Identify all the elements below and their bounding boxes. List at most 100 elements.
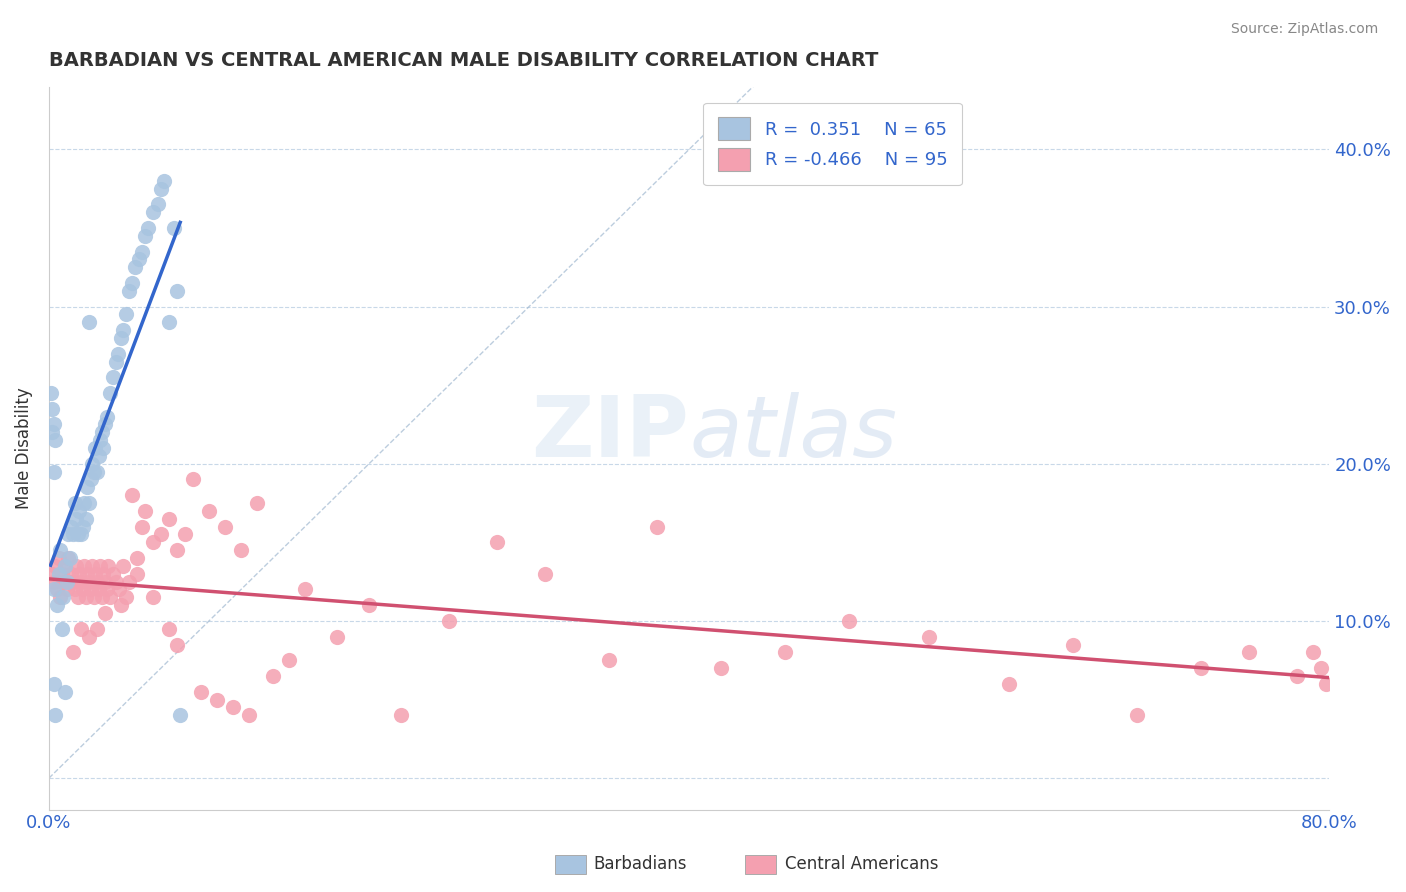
Point <box>107 347 129 361</box>
Point <box>1062 638 1084 652</box>
Point <box>86 622 108 636</box>
Point <box>246 496 269 510</box>
Point <box>142 205 165 219</box>
Point <box>86 465 108 479</box>
Point <box>94 574 117 589</box>
Point <box>90 425 112 440</box>
Point <box>166 284 188 298</box>
Point <box>146 197 169 211</box>
Point <box>89 558 111 573</box>
Point <box>53 558 76 573</box>
Point <box>63 496 86 510</box>
Point <box>278 653 301 667</box>
Point <box>75 512 97 526</box>
Point <box>1286 669 1309 683</box>
Point <box>131 519 153 533</box>
Point <box>65 558 87 573</box>
Text: atlas: atlas <box>689 392 897 475</box>
Point <box>998 677 1021 691</box>
Point <box>98 591 121 605</box>
Point <box>41 566 63 581</box>
Point <box>89 433 111 447</box>
Point <box>52 591 75 605</box>
Point <box>97 558 120 573</box>
Point <box>166 543 188 558</box>
Point <box>86 574 108 589</box>
Point <box>77 496 100 510</box>
Point <box>62 645 84 659</box>
Point <box>134 504 156 518</box>
Point <box>55 574 77 589</box>
Point <box>108 582 131 597</box>
Point <box>229 543 252 558</box>
Point <box>67 504 90 518</box>
Point <box>72 582 94 597</box>
Point <box>96 582 118 597</box>
Point <box>77 630 100 644</box>
Point <box>62 527 84 541</box>
Point <box>77 574 100 589</box>
Point <box>56 527 79 541</box>
Point <box>166 638 188 652</box>
Text: Central Americans: Central Americans <box>785 855 938 873</box>
Point <box>1126 708 1149 723</box>
Point <box>41 401 63 416</box>
Point <box>53 684 76 698</box>
Point <box>70 622 93 636</box>
Point <box>77 315 100 329</box>
Y-axis label: Male Disability: Male Disability <box>15 387 32 509</box>
Point <box>121 276 143 290</box>
Point <box>121 488 143 502</box>
Text: ZIP: ZIP <box>531 392 689 475</box>
Point <box>65 512 87 526</box>
Point <box>59 574 82 589</box>
Point <box>918 630 941 644</box>
Point <box>83 465 105 479</box>
Point <box>238 708 260 723</box>
Legend: R =  0.351    N = 65, R = -0.466    N = 95: R = 0.351 N = 65, R = -0.466 N = 95 <box>703 103 962 186</box>
Point <box>70 527 93 541</box>
Point <box>42 677 65 691</box>
Point <box>73 558 96 573</box>
Point <box>190 684 212 698</box>
Point <box>838 614 860 628</box>
Point <box>174 527 197 541</box>
Point <box>51 566 73 581</box>
Point <box>96 409 118 424</box>
Point <box>76 566 98 581</box>
Point <box>114 307 136 321</box>
Point <box>60 519 83 533</box>
Point <box>101 370 124 384</box>
Point <box>205 692 228 706</box>
Point <box>98 386 121 401</box>
Point <box>150 527 173 541</box>
Point <box>79 473 101 487</box>
Point <box>118 284 141 298</box>
Point <box>44 708 66 723</box>
Point <box>52 574 75 589</box>
Point <box>262 669 284 683</box>
Point <box>181 473 204 487</box>
Point <box>101 566 124 581</box>
Point <box>773 645 796 659</box>
Point <box>389 708 412 723</box>
Point <box>49 591 72 605</box>
Point <box>1315 677 1337 691</box>
Point <box>111 323 134 337</box>
Point <box>534 566 557 581</box>
Point <box>41 425 63 440</box>
Point <box>118 574 141 589</box>
Point <box>1189 661 1212 675</box>
Point <box>105 354 128 368</box>
Point <box>169 708 191 723</box>
Point <box>63 582 86 597</box>
Point <box>44 433 66 447</box>
Text: BARBADIAN VS CENTRAL AMERICAN MALE DISABILITY CORRELATION CHART: BARBADIAN VS CENTRAL AMERICAN MALE DISAB… <box>49 51 879 70</box>
Text: Source: ZipAtlas.com: Source: ZipAtlas.com <box>1230 22 1378 37</box>
Point <box>55 582 77 597</box>
Point <box>110 598 132 612</box>
Point <box>157 315 180 329</box>
Point <box>125 551 148 566</box>
Point <box>67 566 90 581</box>
Point <box>710 661 733 675</box>
